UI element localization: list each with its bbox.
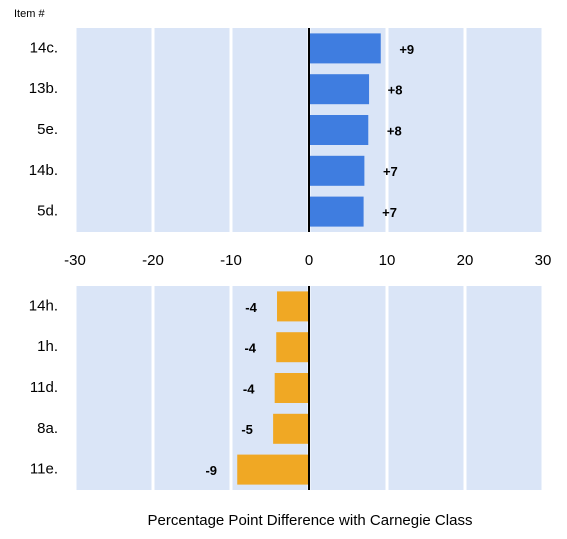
bar [273, 413, 309, 444]
x-axis-label: Percentage Point Difference with Carnegi… [148, 512, 473, 529]
bar [237, 454, 309, 485]
y-tick-label: 11d. [30, 379, 58, 396]
bar [274, 373, 309, 403]
x-tick-label: 30 [535, 252, 552, 269]
bar [309, 74, 370, 105]
bar [309, 115, 369, 145]
value-label: +8 [388, 83, 403, 98]
y-tick-label: 1h. [37, 338, 58, 355]
y-tick-label: 14b. [29, 162, 58, 179]
value-label: -5 [241, 422, 253, 437]
value-label: -9 [205, 463, 217, 478]
value-label: +7 [382, 205, 397, 220]
bar [309, 33, 381, 64]
x-tick-label: 10 [379, 252, 396, 269]
x-tick-label: -10 [220, 252, 242, 269]
value-label: -4 [243, 381, 255, 396]
x-tick-label: 0 [305, 252, 313, 269]
x-tick-label: -20 [142, 252, 164, 269]
value-label: -4 [245, 300, 257, 315]
y-tick-label: 14h. [29, 297, 58, 314]
value-label: -4 [244, 341, 256, 356]
y-tick-label: 13b. [29, 80, 58, 97]
bar [276, 332, 309, 363]
y-tick-label: 14c. [30, 39, 58, 56]
x-tick-label: 20 [457, 252, 474, 269]
bar [277, 291, 309, 322]
y-tick-label: 11e. [30, 461, 58, 478]
value-label: +9 [399, 42, 414, 57]
x-tick-label: -30 [64, 252, 86, 269]
y-axis-label: Item # [14, 8, 45, 20]
bar [309, 196, 364, 227]
y-tick-label: 8a. [37, 420, 58, 437]
value-label: +8 [387, 123, 402, 138]
y-tick-label: 5e. [37, 121, 58, 138]
bar [309, 155, 365, 186]
value-label: +7 [383, 164, 398, 179]
y-tick-label: 5d. [37, 203, 58, 220]
